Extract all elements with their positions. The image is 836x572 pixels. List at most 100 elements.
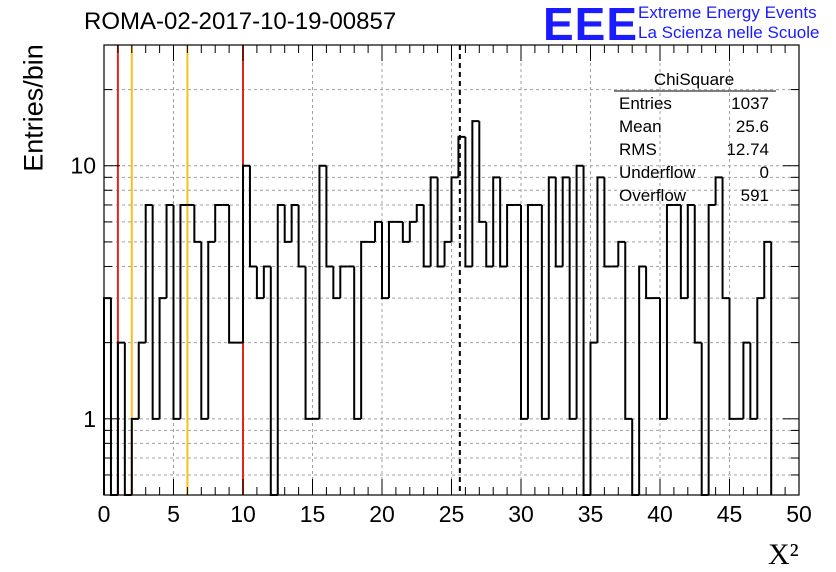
histogram-bin: [353, 266, 362, 420]
histogram-bin: [214, 203, 223, 242]
x-axis-label: X²: [768, 538, 799, 571]
histogram-bin: [492, 176, 501, 267]
stats-rows: Entries 1037 Mean 25.6 RMS 12.74 Underflow 0 Ove…: [619, 94, 769, 205]
histogram-bin: [665, 203, 674, 419]
histogram-bin: [360, 240, 369, 419]
histogram-bin: [387, 220, 396, 299]
stats-title: ChiSquare: [654, 70, 734, 89]
x-tick-label: 25: [439, 501, 465, 527]
histogram-bin: [464, 136, 473, 268]
histogram-bin: [304, 266, 313, 420]
histogram-bin: [659, 298, 667, 420]
histogram-bin: [242, 164, 250, 343]
histogram-bin: [144, 203, 153, 343]
histogram-bin: [332, 266, 341, 300]
histogram-bin: [165, 203, 174, 299]
histogram-bin: [575, 164, 584, 419]
histogram-bin: [471, 120, 480, 267]
histogram-bin: [457, 135, 466, 178]
x-tick-label: 35: [578, 501, 604, 527]
histogram-bin: [276, 203, 285, 495]
histogram-bin: [422, 204, 431, 268]
histogram-bin: [749, 342, 758, 420]
histogram-bin: [443, 240, 452, 267]
stats-value: 1037: [731, 94, 769, 113]
histogram-bin: [374, 220, 382, 242]
stats-label: RMS: [619, 140, 657, 159]
eee-logo-mark: EEE: [543, 0, 639, 50]
x-tick-label: 40: [647, 501, 673, 527]
histogram-bin: [728, 298, 737, 420]
histogram-bin: [151, 204, 160, 420]
histogram-bin: [526, 203, 535, 419]
histogram-bin: [228, 204, 237, 344]
histogram-bin: [339, 265, 348, 299]
x-tick-label: 5: [167, 501, 180, 527]
histogram-bin: [283, 204, 292, 243]
histogram-bin: [645, 266, 654, 300]
histogram-bin: [596, 176, 605, 343]
stats-value: 591: [741, 186, 769, 205]
histogram-bin: [714, 176, 723, 205]
histogram-bin: [540, 204, 549, 420]
histogram-bin: [103, 297, 111, 495]
histogram-bin: [679, 204, 688, 300]
histogram-bin: [547, 176, 556, 419]
histogram-bin: [485, 221, 494, 268]
histogram-bin: [617, 240, 626, 267]
stats-label: Overflow: [619, 186, 687, 205]
x-tick-label: 50: [786, 501, 812, 527]
logo-line-2: La Scienza nelle Scuole: [638, 23, 820, 42]
x-tick-label: 0: [98, 501, 111, 527]
histogram-bin: [520, 204, 528, 420]
histogram-bin: [506, 203, 515, 267]
histogram-bin: [721, 177, 730, 300]
histogram-bin: [207, 240, 216, 419]
histogram-bin: [589, 341, 598, 495]
histogram-bin: [297, 204, 306, 268]
histogram-bin: [109, 298, 118, 496]
histogram-bin: [255, 266, 264, 300]
histogram-bin: [401, 221, 410, 243]
histogram-bin: [686, 203, 695, 299]
histogram-bin: [408, 220, 417, 242]
tick-labels: 0 5 10 15 20 25 30 35 40 45 50 1 10: [70, 153, 811, 527]
histogram-bin: [568, 177, 577, 420]
histogram-bin: [756, 297, 765, 419]
marker-lines: [116, 45, 461, 495]
histogram-bin: [200, 241, 209, 420]
histogram-bin: [415, 203, 424, 222]
histogram-bin: [269, 266, 278, 496]
histogram-bin: [318, 164, 327, 419]
histogram-bin: [193, 204, 202, 243]
histogram-bin: [561, 176, 570, 267]
histogram-bin: [707, 203, 716, 495]
stats-label: Mean: [619, 117, 662, 136]
stats-label: Underflow: [619, 163, 696, 182]
histogram-bin: [381, 221, 389, 300]
chart-title: ROMA-02-2017-10-19-00857: [84, 8, 397, 35]
histogram-bin: [116, 341, 125, 495]
histogram-bin: [436, 177, 445, 268]
histogram-bin: [603, 177, 612, 268]
x-tick-label: 30: [508, 501, 534, 527]
histogram-bin: [499, 177, 508, 268]
histogram-bin: [624, 241, 633, 420]
histogram-series: [103, 120, 773, 496]
logo-line-1: Extreme Energy Events: [638, 3, 817, 22]
histogram-bin: [248, 165, 257, 268]
x-tick-label: 20: [369, 501, 395, 527]
stats-value: 25.6: [736, 117, 769, 136]
stats-value: 0: [760, 163, 769, 182]
stats-box: ChiSquare Entries 1037 Mean 25.6 RMS 12.74 Und…: [614, 70, 776, 205]
histogram-bin: [172, 204, 181, 420]
histogram-bin: [179, 203, 188, 419]
axis-ticks: [103, 45, 800, 495]
histogram-bin: [325, 165, 334, 268]
stats-value: 12.74: [726, 140, 769, 159]
y-tick-label: 1: [83, 406, 96, 432]
x-tick-label: 10: [230, 501, 256, 527]
histogram-bin: [478, 121, 487, 223]
histogram-bin: [429, 176, 438, 267]
x-tick-label: 45: [717, 501, 743, 527]
